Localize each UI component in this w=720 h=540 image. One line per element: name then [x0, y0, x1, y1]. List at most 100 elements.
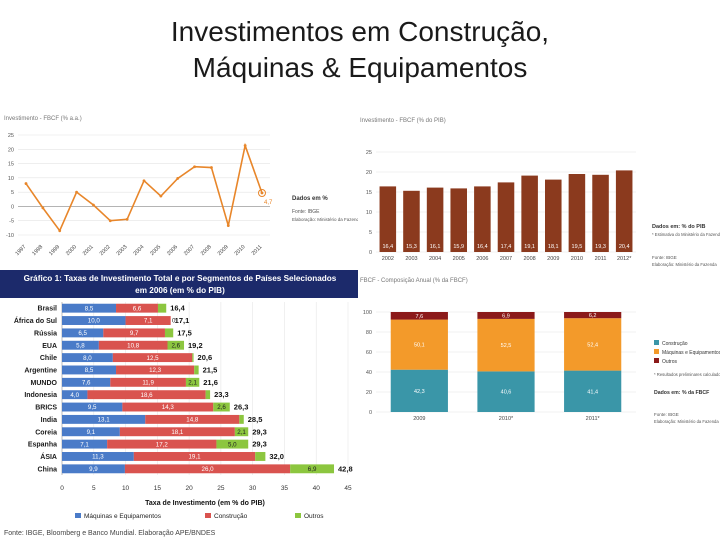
bar — [521, 175, 538, 252]
bar-segment — [564, 312, 622, 319]
chart-note: Fonte: IBGE — [292, 209, 320, 215]
x-tick-label: 15 — [154, 485, 162, 492]
bar-segment — [390, 369, 448, 412]
legend-swatch — [654, 349, 659, 354]
bar-segment — [103, 328, 165, 338]
x-tick-label: 2011 — [595, 256, 607, 262]
chart-title-line-1: Gráfico 1: Taxas de Investimento Total e… — [24, 274, 337, 283]
category-label: ÁSIA — [40, 452, 57, 461]
bar — [545, 179, 562, 252]
legend-label: Construção — [214, 513, 248, 520]
bar-segment — [116, 365, 195, 375]
category-label: Coreia — [35, 429, 57, 436]
bar-segment — [234, 427, 249, 437]
category-label: China — [38, 466, 58, 473]
x-axis-label: Taxa de Investimento (em % do PIB) — [145, 500, 265, 507]
bar-segment — [62, 353, 113, 363]
y-tick-label: 20 — [366, 390, 372, 396]
bar-segment — [564, 370, 622, 412]
segment-value-label: 11,3 — [92, 454, 104, 461]
bar-segment — [62, 402, 123, 412]
x-tick-label: 2008 — [200, 244, 213, 257]
bar-segment — [185, 377, 200, 387]
legend-swatch — [295, 513, 301, 518]
chart-note: Dados em % — [292, 196, 328, 202]
x-tick-label: 2010* — [499, 416, 514, 422]
x-tick-label: 2005 — [149, 244, 162, 257]
x-tick-label: 2006 — [166, 244, 179, 257]
x-tick-label: 35 — [281, 485, 289, 492]
segment-value-label: 8,5 — [85, 367, 94, 374]
total-label: 28,5 — [248, 415, 263, 424]
bar-segment — [205, 390, 211, 400]
total-label: 42,8 — [338, 464, 353, 473]
bar-segment — [167, 340, 185, 350]
chart-note: * Resultados preliminares calculados a p… — [654, 372, 720, 377]
x-tick-label: 5 — [92, 485, 96, 492]
segment-value-label: 7,1 — [80, 441, 89, 448]
x-tick-label: 2002 — [99, 244, 112, 257]
bar-value-label: 19,1 — [524, 244, 535, 250]
data-point — [226, 224, 230, 227]
total-label: 29,3 — [252, 427, 267, 436]
segment-value-label: 9,5 — [88, 404, 97, 411]
bar — [450, 188, 467, 252]
total-label: 16,4 — [170, 304, 185, 313]
x-tick-label: 0 — [60, 485, 64, 492]
x-tick-label: 2011* — [586, 416, 601, 422]
bar-segment — [62, 414, 146, 424]
x-tick-label: 2003 — [405, 256, 417, 262]
x-tick-label: 2011 — [251, 244, 264, 257]
y-tick-label: 25 — [8, 133, 14, 139]
total-label: 17,5 — [177, 328, 192, 337]
x-tick-label: 1999 — [48, 244, 61, 257]
segment-value-label: 50,1 — [414, 343, 425, 349]
segment-value-label: 6,9 — [502, 313, 510, 319]
data-point — [176, 177, 180, 180]
bar-segment — [164, 328, 174, 338]
bar — [426, 187, 444, 252]
bar — [379, 186, 397, 252]
x-tick-label: 30 — [249, 485, 257, 492]
segment-value-label: 5,8 — [76, 342, 85, 349]
bar-segment — [62, 303, 117, 313]
x-tick-label: 45 — [344, 485, 352, 492]
bar-segment — [62, 464, 125, 474]
bar-segment — [390, 312, 448, 320]
bar-segment — [290, 464, 335, 474]
slide-title-line-1: Investimentos em Construção, — [170, 16, 550, 47]
category-label: África do Sul — [14, 316, 57, 325]
bar-value-label: 16,4 — [382, 244, 393, 250]
bar-segment — [239, 414, 244, 424]
data-point — [260, 191, 264, 195]
x-tick-label: 2005 — [453, 256, 465, 262]
total-label: 20,6 — [198, 353, 213, 362]
bar-segment — [62, 365, 117, 375]
x-tick-label: 1998 — [31, 244, 44, 257]
bar-segment — [477, 371, 535, 412]
bar-segment — [62, 377, 111, 387]
bar-segment — [110, 377, 186, 387]
bar-segment — [116, 303, 158, 313]
bar — [474, 186, 491, 252]
fbcf-growth-line-chart: Investimento - FBCF (% a.a.) 25 20 15 10 5 0 -5… — [4, 116, 358, 257]
legend-swatch — [75, 513, 81, 518]
slide-title-line-2: Máquinas & Equipamentos — [192, 52, 528, 83]
y-tick-label: -10 — [6, 233, 14, 239]
data-point — [210, 166, 213, 169]
x-tick-label: 1997 — [15, 244, 28, 257]
segment-value-label: 41,4 — [587, 389, 598, 395]
y-tick-label: 15 — [8, 162, 14, 168]
last-value-label: 4,7 — [264, 200, 273, 206]
segment-value-label: 9,7 — [130, 330, 139, 337]
data-point — [142, 179, 146, 183]
chart-title: FBCF - Composição Anual (% da FBCF) — [360, 278, 468, 284]
chart-title: Investimento - FBCF (% do PIB) — [360, 118, 446, 124]
segment-value-label: 9,9 — [89, 466, 98, 473]
bar-segment — [255, 452, 266, 461]
y-tick-label: 5 — [11, 190, 14, 196]
segment-value-label: 13,1 — [98, 417, 111, 424]
legend-label: Outros — [662, 359, 678, 365]
segment-value-label: 17,2 — [156, 441, 169, 448]
bar-segment — [157, 303, 167, 313]
